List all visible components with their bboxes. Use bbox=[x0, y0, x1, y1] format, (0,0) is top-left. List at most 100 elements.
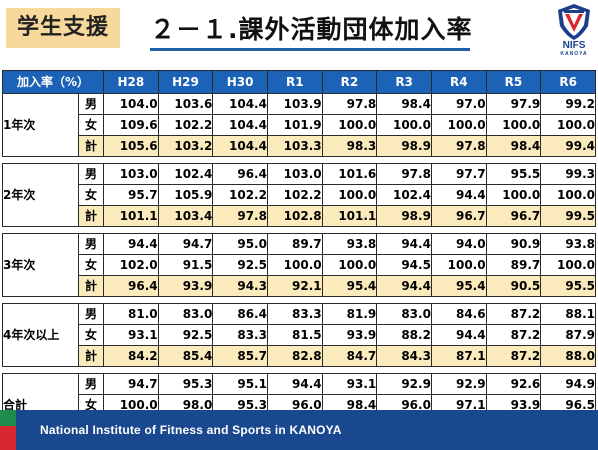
rate-cell: 101.1 bbox=[103, 205, 159, 227]
rate-cell: 89.7 bbox=[266, 233, 323, 255]
rate-cell: 97.8 bbox=[376, 163, 432, 185]
table-row: 計 84.2 85.4 85.7 82.8 84.7 84.3 87.1 87.2 88.0 bbox=[3, 345, 596, 367]
rate-cell: 94.5 bbox=[376, 254, 432, 276]
rate-cell: 94.4 bbox=[430, 184, 487, 206]
rate-cell: 94.9 bbox=[540, 373, 596, 395]
rate-cell: 81.9 bbox=[321, 303, 378, 325]
column-header: R3 bbox=[376, 70, 432, 94]
rate-cell: 100.0 bbox=[321, 254, 378, 276]
rate-cell: 87.2 bbox=[485, 303, 542, 325]
rate-cell: 97.8 bbox=[212, 205, 268, 227]
rate-cell: 93.1 bbox=[321, 373, 378, 395]
rate-cell: 94.3 bbox=[212, 275, 268, 297]
column-header: R5 bbox=[485, 70, 542, 94]
rate-cell: 99.5 bbox=[540, 205, 596, 227]
rate-cell: 94.4 bbox=[266, 373, 323, 395]
rate-cell: 93.9 bbox=[157, 275, 214, 297]
rate-cell: 98.4 bbox=[485, 135, 542, 157]
column-header: R2 bbox=[321, 70, 378, 94]
table-row: 女 93.1 92.5 83.3 81.5 93.9 88.2 94.4 87.2 87.9 bbox=[3, 324, 596, 346]
group-spacer-cell bbox=[3, 227, 596, 234]
rate-cell: 93.1 bbox=[103, 324, 159, 346]
rate-cell: 93.9 bbox=[321, 324, 378, 346]
rate-cell: 98.9 bbox=[376, 135, 432, 157]
membership-rate-table: 加入率（%） H28 H29 H30 R1 R2 R3 R4 R5 R6 1年次… bbox=[2, 70, 596, 437]
rate-cell: 102.2 bbox=[157, 114, 214, 136]
rate-cell: 92.9 bbox=[376, 373, 432, 395]
rate-cell: 92.5 bbox=[212, 254, 268, 276]
rate-cell: 102.4 bbox=[376, 184, 432, 206]
footer-accent-green bbox=[0, 410, 16, 426]
rate-cell: 98.9 bbox=[376, 205, 432, 227]
rate-cell: 95.5 bbox=[485, 163, 542, 185]
row-category-label: 計 bbox=[78, 345, 104, 367]
group-spacer bbox=[3, 227, 596, 234]
rate-cell: 83.0 bbox=[157, 303, 214, 325]
rate-cell: 83.0 bbox=[376, 303, 432, 325]
rate-cell: 84.3 bbox=[376, 345, 432, 367]
rate-cell: 99.2 bbox=[540, 93, 596, 115]
table-row: 計 101.1 103.4 97.8 102.8 101.1 98.9 96.7 96.7 99.… bbox=[3, 205, 596, 227]
column-header: R4 bbox=[430, 70, 487, 94]
rate-cell: 100.0 bbox=[540, 254, 596, 276]
rate-cell: 84.6 bbox=[430, 303, 487, 325]
rate-cell: 95.3 bbox=[157, 373, 214, 395]
rate-cell: 100.0 bbox=[321, 114, 378, 136]
row-category-label: 女 bbox=[78, 184, 104, 206]
rate-cell: 95.1 bbox=[212, 373, 268, 395]
row-category-label: 計 bbox=[78, 275, 104, 297]
rate-cell: 85.7 bbox=[212, 345, 268, 367]
row-category-label: 男 bbox=[78, 93, 104, 115]
section-tag: 学生支援 bbox=[6, 8, 120, 48]
rate-cell: 96.4 bbox=[103, 275, 159, 297]
table-row: 女 109.6 102.2 104.4 101.9 100.0 100.0 100.0 100.… bbox=[3, 114, 596, 136]
row-category-label: 女 bbox=[78, 114, 104, 136]
rate-cell: 96.4 bbox=[212, 163, 268, 185]
footer-bar: National Institute of Fitness and Sports… bbox=[16, 410, 598, 450]
column-header: H28 bbox=[103, 70, 159, 94]
rate-cell: 102.0 bbox=[103, 254, 159, 276]
year-group-label: 4年次以上 bbox=[2, 303, 79, 367]
rate-cell: 97.8 bbox=[430, 135, 487, 157]
rate-cell: 100.0 bbox=[540, 184, 596, 206]
table-row: 女 102.0 91.5 92.5 100.0 100.0 94.5 100.0 89.7 100… bbox=[3, 254, 596, 276]
rate-cell: 88.1 bbox=[540, 303, 596, 325]
nifs-logo: NIFS KANOYA bbox=[552, 2, 596, 60]
rate-cell: 105.6 bbox=[103, 135, 159, 157]
rate-cell: 85.4 bbox=[157, 345, 214, 367]
rate-cell: 100.0 bbox=[321, 184, 378, 206]
rate-cell: 101.6 bbox=[321, 163, 378, 185]
rate-cell: 103.9 bbox=[266, 93, 323, 115]
rate-cell: 86.4 bbox=[212, 303, 268, 325]
footer-accent-red bbox=[0, 426, 16, 450]
rate-cell: 98.4 bbox=[376, 93, 432, 115]
rate-cell: 81.0 bbox=[103, 303, 159, 325]
rate-cell: 87.1 bbox=[430, 345, 487, 367]
logo-subtext: KANOYA bbox=[560, 51, 588, 57]
rate-cell: 81.5 bbox=[266, 324, 323, 346]
rate-cell: 92.9 bbox=[430, 373, 487, 395]
table-row: 1年次男 104.0 103.6 104.4 103.9 97.8 98.4 97.0 97.9… bbox=[2, 93, 596, 157]
rate-cell: 94.7 bbox=[157, 233, 214, 255]
rate-cell: 96.7 bbox=[430, 205, 487, 227]
row-category-label: 男 bbox=[78, 163, 104, 185]
rate-cell: 91.5 bbox=[157, 254, 214, 276]
year-group-label: 3年次 bbox=[2, 233, 79, 297]
rate-cell: 95.0 bbox=[212, 233, 268, 255]
rate-cell: 104.4 bbox=[212, 114, 268, 136]
rate-cell: 101.9 bbox=[266, 114, 323, 136]
rate-cell: 90.9 bbox=[485, 233, 542, 255]
rate-cell: 87.9 bbox=[540, 324, 596, 346]
rate-cell: 95.5 bbox=[540, 275, 596, 297]
year-group-label: 1年次 bbox=[2, 93, 79, 157]
rate-cell: 89.7 bbox=[485, 254, 542, 276]
year-group-label: 2年次 bbox=[2, 163, 79, 227]
rate-cell: 100.0 bbox=[376, 114, 432, 136]
rate-cell: 101.1 bbox=[321, 205, 378, 227]
rate-cell: 87.2 bbox=[485, 324, 542, 346]
table-row: 合計男 94.7 95.3 95.1 94.4 93.1 92.9 92.9 92.6 94.9 bbox=[2, 373, 596, 437]
rate-cell: 83.3 bbox=[266, 303, 323, 325]
corner-header: 加入率（%） bbox=[2, 70, 104, 94]
group-spacer-cell bbox=[3, 297, 596, 304]
rate-cell: 94.4 bbox=[376, 233, 432, 255]
